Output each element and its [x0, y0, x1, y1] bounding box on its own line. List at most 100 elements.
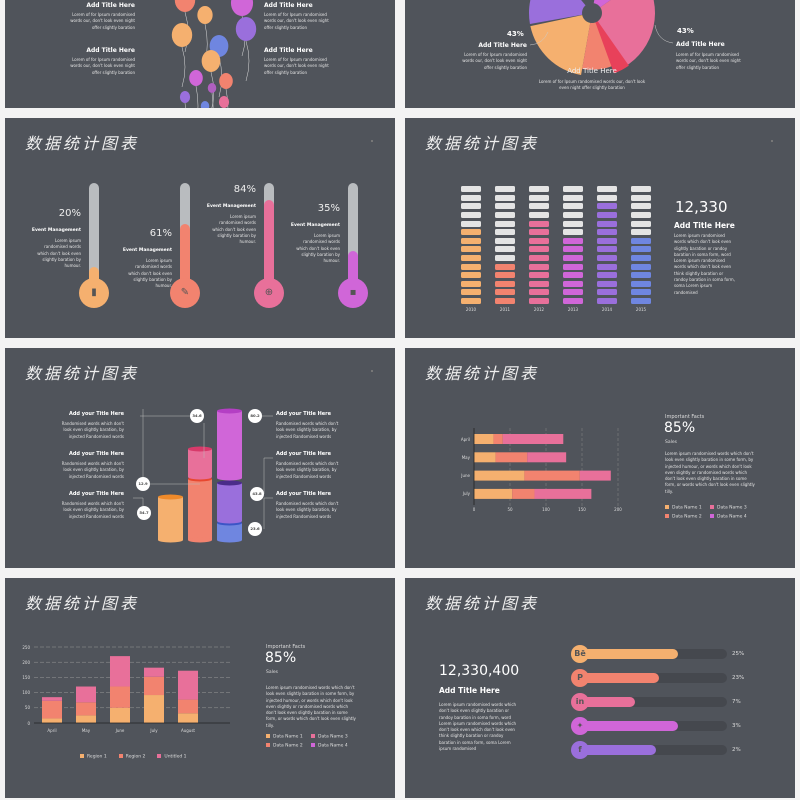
block-filled [529, 298, 549, 304]
slide-vertical-bars[interactable]: 数据统计图表 Important Facts 85% Sales Lorem i… [5, 578, 395, 798]
item-title: Add Title Here [264, 47, 313, 54]
item-title: Add your Title Here [68, 491, 124, 497]
legend: Data Name 1 Data Name 3 Data Name 2 Data Na… [665, 505, 755, 519]
block-filled [597, 263, 617, 270]
block-filled [631, 289, 651, 296]
thermometer-track [348, 183, 358, 288]
cylinder-chart [133, 408, 273, 543]
cylinder-segment [217, 523, 242, 540]
vertical-bar-chart [34, 646, 230, 724]
balloon [235, 17, 257, 41]
slide-title: 数据统计图表 [425, 594, 540, 613]
balloon-string [181, 46, 186, 88]
block-filled [461, 289, 481, 296]
pinterest-icon: P [571, 669, 589, 687]
block-empty [631, 194, 651, 201]
block-empty [563, 220, 583, 227]
x-tick-label: July [150, 728, 158, 733]
block-title: Add Title Here [674, 221, 735, 230]
slide-balloons[interactable]: Add Title Here Lorem of for Ipsum random… [5, 0, 395, 108]
bar-segment [110, 656, 130, 687]
item-text: Randomised words which don't look even s… [276, 501, 339, 519]
progress-fill [573, 673, 660, 683]
block-filled [631, 280, 651, 287]
block-filled [563, 298, 583, 304]
block-filled [631, 298, 651, 304]
block-empty [563, 229, 583, 236]
pie-slice [529, 0, 592, 24]
block-filled [631, 263, 651, 270]
y-tick-label: May [461, 454, 470, 460]
slide-thermometers[interactable]: 数据统计图表 ▮ 20% Event Management Lorem ipsum r… [5, 118, 395, 338]
thermometer-text: Lorem ipsum randomised words which don't… [128, 258, 172, 289]
block-empty [495, 229, 515, 236]
percent-label: 23% [732, 675, 745, 681]
y-tick-label: 50 [24, 705, 30, 711]
balloon [171, 23, 193, 47]
block-empty [597, 186, 617, 193]
slide-horizontal-bars[interactable]: 数据统计图表 Important Facts 85% Sales Lorem i… [405, 348, 795, 568]
block-filled [461, 229, 481, 236]
thermometer-title: Event Management [31, 228, 81, 233]
slide-pie[interactable]: 43% Add Title Here Lorem of for Ipsum ra… [405, 0, 795, 108]
leader-line [654, 24, 674, 44]
leader-line [263, 457, 273, 494]
slide-title: 数据统计图表 [25, 364, 140, 383]
thermometer-fill [264, 199, 274, 288]
block-filled [529, 272, 549, 279]
bar-segment [534, 488, 592, 499]
block-filled [563, 272, 583, 279]
facts-text: Lorem ipsum randomised words which don't… [665, 451, 755, 494]
block-filled [563, 237, 583, 244]
cylinder-segment [217, 411, 242, 478]
legend-swatch [311, 734, 315, 738]
pie-slice [592, 0, 611, 13]
legend-item: Data Name 2 [665, 513, 710, 519]
cylinder-bottom [158, 537, 183, 543]
horizontal-bar-chart [473, 428, 619, 506]
block-filled [495, 298, 515, 304]
y-tick-label: 150 [22, 674, 30, 680]
y-tick-label: April [460, 436, 470, 442]
cylinder-bottom [188, 474, 212, 480]
block-empty [631, 186, 651, 193]
percent-label: 2% [732, 747, 741, 753]
block-empty [631, 220, 651, 227]
slide-block-chart[interactable]: 数据统计图表 12,330 Add Title Here Lorem ipsum… [405, 118, 795, 338]
block-filled [597, 246, 617, 253]
value-bubble: 43.8 [250, 487, 264, 501]
block-filled [461, 272, 481, 279]
item-title: Add your Title Here [276, 451, 332, 457]
y-tick-label: 0 [27, 720, 30, 726]
percent-label: 3% [732, 723, 741, 729]
block-filled [529, 280, 549, 287]
item-text: Lorem of for Ipsum randomised words our,… [70, 12, 135, 30]
y-tick-label: 250 [22, 644, 30, 650]
y-tick-label: June [461, 473, 470, 479]
decor-dot [371, 370, 373, 372]
balloon [174, 0, 196, 12]
legend-item: Data Name 3 [311, 734, 356, 740]
big-number: 12,330 [675, 198, 728, 216]
slide-title: 数据统计图表 [425, 364, 540, 383]
leader-line [140, 415, 205, 458]
x-tick-label: June [115, 728, 125, 733]
percent-label: 25% [732, 651, 745, 657]
legend-swatch [710, 505, 714, 509]
bar-segment [493, 434, 503, 444]
block-empty [461, 186, 481, 193]
pie-slice [530, 13, 592, 76]
balloon-string [211, 92, 214, 108]
x-tick-label: 2011 [499, 307, 511, 312]
slide-cylinders[interactable]: 数据统计图表 34.6 80.2 12.9 43.8 54.7 23.6 Add your … [5, 348, 395, 568]
cylinder-bottom [217, 475, 242, 481]
legend-swatch [266, 734, 270, 738]
thermometer-fill [348, 251, 358, 288]
x-tick-label: April [47, 728, 57, 733]
bar-segment [144, 695, 164, 723]
block-text: Lorem ipsum randomised words which don't… [674, 233, 735, 295]
bar-segment [76, 715, 96, 723]
block-filled [597, 203, 617, 210]
thermometer-track [89, 183, 99, 288]
slide-social-bars[interactable]: 数据统计图表 12,330,400 Add Title Here Lorem i… [405, 578, 795, 798]
